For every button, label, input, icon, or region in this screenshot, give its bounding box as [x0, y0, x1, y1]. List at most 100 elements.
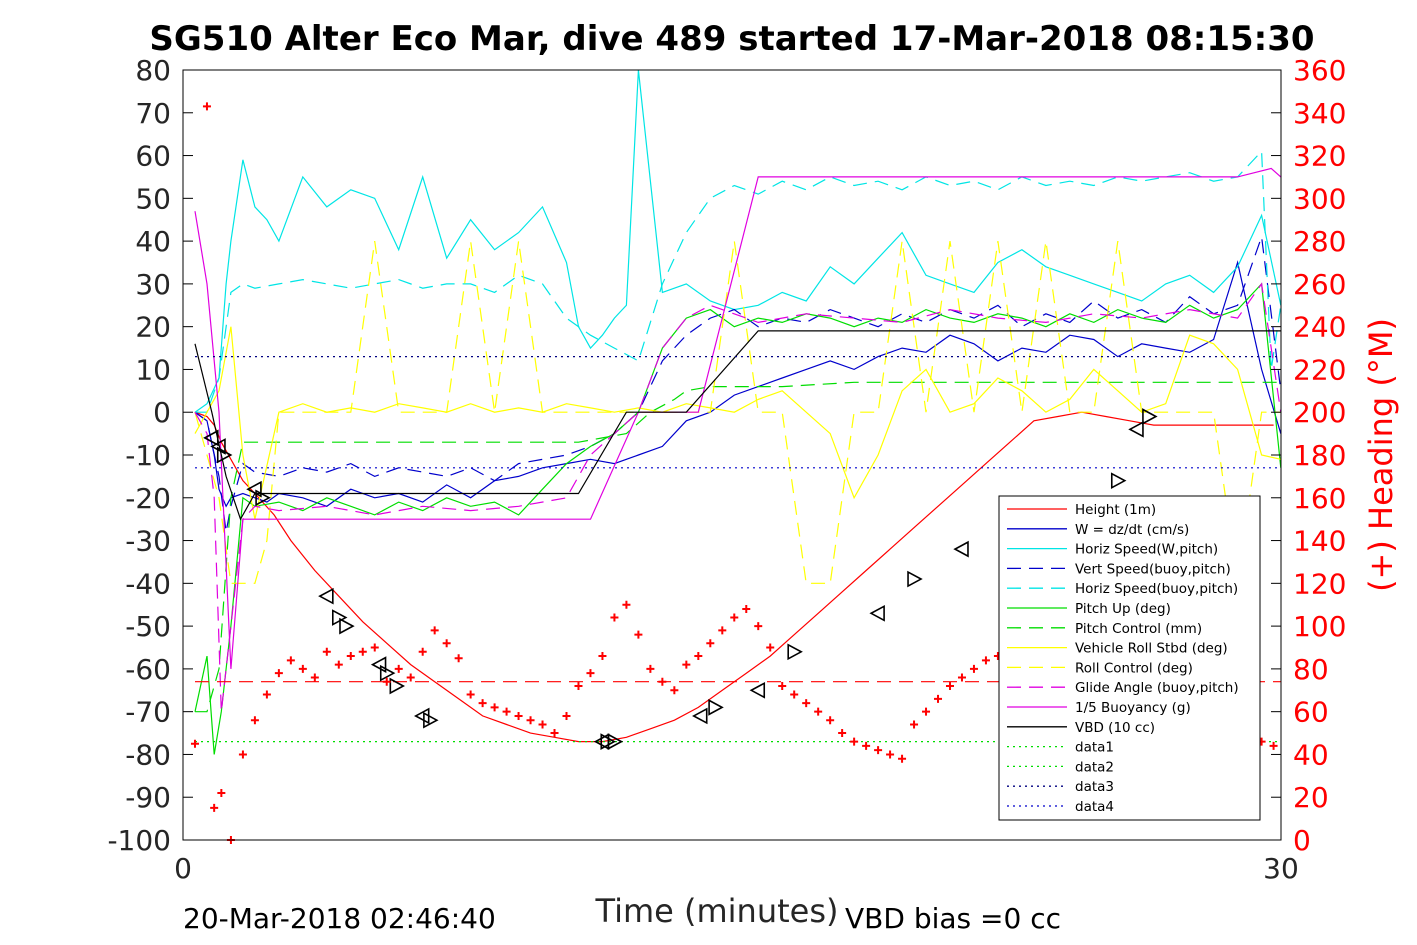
heading-point	[250, 716, 259, 725]
heading-point	[754, 622, 763, 631]
height-marker	[389, 677, 406, 695]
y-tick-label-left: 0	[153, 396, 171, 429]
legend-box	[998, 495, 1261, 821]
heading-point	[790, 690, 799, 699]
heading-point	[478, 699, 487, 708]
heading-point	[418, 647, 427, 656]
height-marker	[749, 681, 766, 699]
y-tick-label-right: 40	[1293, 738, 1329, 771]
heading-point	[466, 690, 475, 699]
y-tick-label-right: 260	[1293, 268, 1346, 301]
y-tick-label-left: -10	[125, 439, 171, 472]
y-tick-label-left: -20	[125, 482, 171, 515]
height-marker	[907, 570, 923, 588]
y-tick-label-left: 60	[135, 140, 171, 173]
heading-point	[670, 686, 679, 695]
height-marker	[379, 664, 396, 682]
heading-point	[598, 652, 607, 661]
heading-point	[190, 739, 199, 748]
heading-point	[394, 664, 403, 673]
heading-point	[538, 720, 547, 729]
heading-point	[694, 652, 703, 661]
x-tick-label: 30	[1263, 852, 1299, 885]
y-tick-label-left: 50	[135, 182, 171, 215]
heading-point	[766, 643, 775, 652]
heading-point	[526, 716, 535, 725]
series-pitch-control-mm	[195, 381, 1281, 713]
legend-label: data2	[1075, 759, 1114, 775]
heading-point	[862, 741, 871, 750]
heading-point	[718, 626, 727, 635]
heading-point	[262, 690, 271, 699]
heading-point	[730, 613, 739, 622]
heading-point	[934, 694, 943, 703]
heading-point	[646, 664, 655, 673]
height-marker	[318, 587, 334, 605]
heading-point	[562, 711, 571, 720]
legend-label: 1/5 Buoyancy (g)	[1075, 700, 1191, 716]
series-height-1m	[194, 411, 1274, 743]
heading-point	[634, 630, 643, 639]
x-axis-label: Time (minutes)	[595, 892, 839, 930]
heading-point	[274, 669, 283, 678]
heading-point	[454, 654, 463, 663]
heading-point	[610, 613, 619, 622]
legend-label: VBD (10 cc)	[1075, 720, 1155, 736]
heading-point	[682, 660, 691, 669]
heading-point	[430, 626, 439, 635]
legend-label: W = dz/dt (cm/s)	[1075, 522, 1189, 538]
height-marker	[370, 656, 387, 673]
y-tick-label-left: 80	[135, 54, 171, 87]
y-tick-label-left: -30	[125, 525, 171, 558]
legend-label: Height (1m)	[1075, 502, 1156, 518]
heading-point	[217, 788, 226, 797]
heading-point	[310, 673, 319, 682]
y-tick-label-left: -50	[125, 610, 171, 643]
y-tick-label-left: 70	[135, 97, 171, 130]
height-marker	[255, 489, 271, 507]
series-vert-speed-buoy-pitch	[194, 236, 1282, 533]
legend-label: Roll Control (deg)	[1075, 660, 1193, 676]
heading-point	[370, 643, 379, 652]
heading-point	[981, 656, 990, 665]
height-marker	[787, 643, 803, 661]
heading-point	[778, 682, 787, 690]
height-marker	[1128, 420, 1144, 438]
height-marker	[692, 707, 708, 725]
height-marker	[953, 540, 969, 558]
legend-label: Horiz Speed(buoy,pitch)	[1075, 581, 1238, 597]
legend-label: data4	[1075, 799, 1114, 815]
y-tick-label-right: 220	[1293, 353, 1346, 386]
y-tick-label-left: 10	[135, 353, 171, 386]
series-vbd-10-cc	[194, 330, 1281, 521]
y-tick-label-right: 60	[1293, 696, 1329, 729]
heading-point	[1269, 741, 1278, 750]
heading-point	[910, 720, 919, 729]
legend-label: data3	[1075, 779, 1114, 795]
axis-ticks: 80706050403020100-10-20-30-40-50-60-70-8…	[107, 54, 1346, 885]
height-marker	[1142, 408, 1158, 425]
y-tick-label-right: 160	[1293, 482, 1346, 515]
y-tick-label-left: 30	[135, 268, 171, 301]
heading-point	[922, 707, 931, 716]
y-tick-label-left: -100	[107, 824, 171, 857]
series-w-dz-dt-cm-s	[194, 260, 1282, 508]
y-tick-label-left: -80	[125, 738, 171, 771]
y-tick-label-right: 120	[1293, 567, 1346, 600]
heading-point	[898, 754, 907, 763]
heading-point	[514, 711, 523, 720]
y-axis-label-right: (+) Heading (°M)	[1362, 318, 1400, 592]
heading-point	[298, 664, 307, 673]
heading-point	[969, 664, 978, 673]
y-tick-label-right: 80	[1293, 653, 1329, 686]
footer-vbd-bias: VBD bias =0 cc	[845, 902, 1061, 935]
y-tick-label-left: 20	[135, 311, 171, 344]
heading-point	[826, 716, 835, 725]
height-marker	[708, 699, 724, 716]
y-tick-label-left: -70	[125, 696, 171, 729]
y-tick-label-right: 0	[1293, 824, 1311, 857]
heading-point	[490, 703, 499, 712]
x-tick-label: 0	[174, 852, 192, 885]
heading-point	[874, 746, 883, 755]
